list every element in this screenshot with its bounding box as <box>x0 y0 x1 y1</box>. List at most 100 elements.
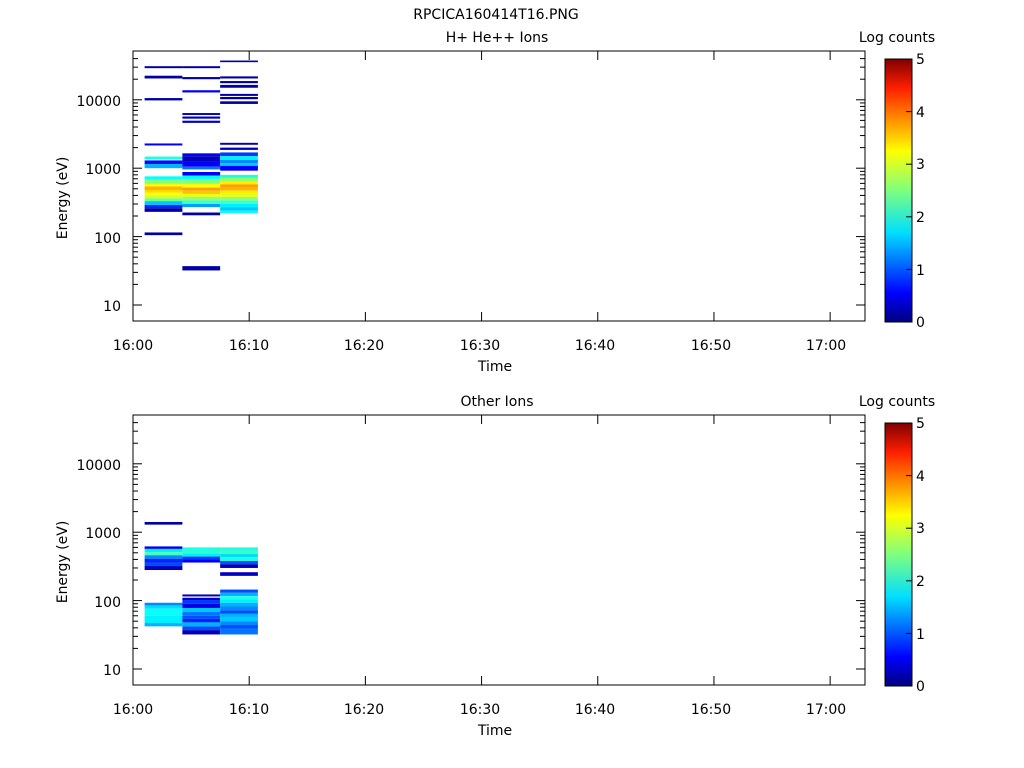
heatmap-cell <box>220 589 258 593</box>
heatmap-cell <box>220 142 258 145</box>
y-tick-label: 1000 <box>85 526 121 542</box>
heatmap-cell <box>220 76 258 79</box>
heatmap-cell <box>220 203 258 208</box>
panel-h-he-ions: H+ He++ Ions Log counts 10 100 1000 1000… <box>55 30 935 375</box>
colorbar <box>884 58 913 323</box>
heatmap-cell <box>182 193 221 197</box>
heatmap-cell <box>182 171 221 176</box>
heatmap-cell <box>144 623 183 627</box>
heatmap-cell <box>220 174 258 178</box>
heatmap-cell <box>182 90 221 93</box>
colorbar-tick: 3 <box>916 521 925 537</box>
heatmap-cell <box>220 60 258 63</box>
heatmap-cell <box>144 552 183 556</box>
heatmap-cell <box>182 200 221 204</box>
heatmap-cell <box>182 166 221 170</box>
x-tick-label: 16:30 <box>460 338 500 354</box>
heatmap-cell <box>220 592 258 597</box>
x-axis-label: Time <box>477 723 512 739</box>
heatmap-cell <box>220 101 258 104</box>
heatmap-cell <box>220 181 258 185</box>
heatmap-cell <box>144 176 183 180</box>
panel-other-ions: Other Ions Log counts 10 100 1000 10000 … <box>55 394 935 739</box>
y-axis-label: Energy (eV) <box>55 157 71 240</box>
x-tick-label: 16:50 <box>691 338 731 354</box>
heatmap-cell <box>144 186 183 191</box>
heatmap-cell <box>144 615 183 620</box>
plot-frame <box>132 414 866 686</box>
heatmap-cell <box>182 153 221 157</box>
heatmap-cell <box>144 179 183 184</box>
colorbar-label: Log counts <box>859 394 935 410</box>
heatmap-cell <box>144 201 183 205</box>
colorbar-label: Log counts <box>859 30 935 46</box>
y-tick-label: 100 <box>94 231 121 247</box>
heatmap-cell <box>144 208 183 212</box>
heatmap-cell <box>182 594 221 597</box>
heatmap-cell <box>182 120 221 123</box>
heatmap-cell <box>182 156 221 162</box>
heatmap-cell <box>182 600 221 604</box>
heatmap-cell <box>144 160 183 165</box>
heatmap-cell <box>182 607 221 613</box>
heatmap-cell <box>220 560 258 565</box>
heatmap-cell <box>220 177 258 182</box>
x-tick-label: 16:10 <box>229 338 269 354</box>
heatmap-cell <box>144 232 183 236</box>
heatmap-cell <box>220 156 258 160</box>
heatmap-cell <box>220 624 258 629</box>
plot-frame <box>132 50 866 322</box>
x-tick-label: 16:00 <box>113 338 153 354</box>
heatmap-cell <box>144 612 183 616</box>
heatmap-cell <box>182 266 221 271</box>
panel-title: H+ He++ Ions <box>446 30 549 46</box>
heatmap-cell <box>182 618 221 623</box>
heatmap-cell <box>182 597 221 601</box>
heatmap-cell <box>220 187 258 191</box>
heatmap-cell <box>182 622 221 627</box>
colorbar-tick: 2 <box>916 574 925 590</box>
heatmap-cell <box>220 547 258 551</box>
heatmap-cell <box>182 187 221 191</box>
heatmap-cell <box>220 193 258 197</box>
heatmap-cell <box>220 613 258 618</box>
heatmap-cell <box>182 626 221 631</box>
heatmap-cell <box>220 163 258 166</box>
heatmap-cell <box>144 608 183 613</box>
colorbar-tick: 0 <box>916 315 925 331</box>
colorbar-tick: 2 <box>916 210 925 226</box>
colorbar-tick: 0 <box>916 679 925 695</box>
y-axis-label: Energy (eV) <box>55 521 71 604</box>
heatmap-cell <box>182 116 221 119</box>
colorbar <box>884 422 913 687</box>
heatmap-cell <box>182 612 221 616</box>
heatmap-cell <box>144 183 183 187</box>
heatmap-cell <box>144 602 183 606</box>
colorbar-ticks <box>906 58 912 323</box>
y-tick-label: 10000 <box>76 458 121 474</box>
x-tick-label: 17:00 <box>806 338 846 354</box>
heatmap-cell <box>182 615 221 619</box>
x-tick-label: 16:50 <box>691 702 731 718</box>
heatmap-cell <box>182 553 221 557</box>
heatmap-cell <box>220 210 258 214</box>
x-tick-label: 17:00 <box>806 702 846 718</box>
heatmap-cell <box>144 156 183 160</box>
x-tick-label: 16:40 <box>575 702 615 718</box>
x-tick-label: 16:30 <box>460 702 500 718</box>
heatmap-cell <box>220 196 258 201</box>
x-tick-label: 16:20 <box>344 702 384 718</box>
heatmap-cell <box>220 610 258 614</box>
panel-title: Other Ions <box>460 394 533 410</box>
heatmap-cell <box>144 566 183 571</box>
colorbar-tick: 1 <box>916 263 925 279</box>
y-ticks <box>133 58 865 306</box>
heatmap-cell <box>144 619 183 624</box>
x-ticks <box>132 51 831 321</box>
heatmap-cell <box>144 198 183 202</box>
heatmap-cell <box>182 183 221 188</box>
heatmap-cell <box>144 558 183 563</box>
heatmap-cell <box>182 179 221 184</box>
y-tick-label: 10000 <box>76 94 121 110</box>
